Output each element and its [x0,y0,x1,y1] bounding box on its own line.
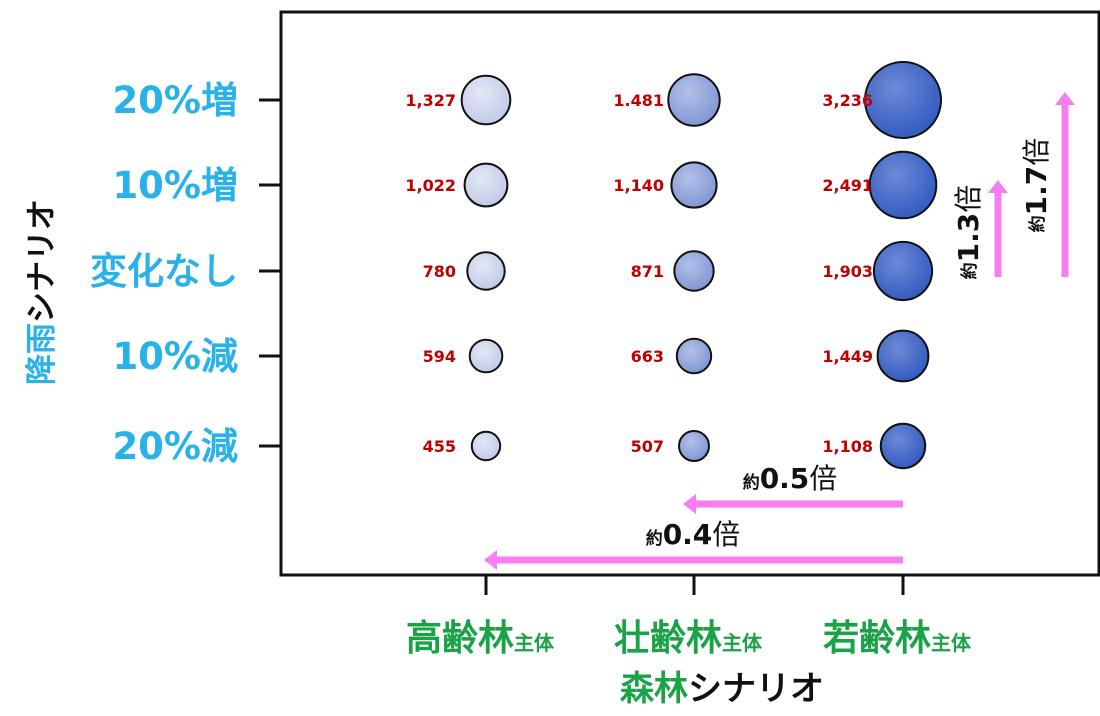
y-tick-label: 10%増 [112,164,238,207]
x-axis-label: 森林シナリオ [620,669,824,709]
data-label: 507 [631,437,664,456]
x-tick-label-suffix: 主体 [931,631,972,655]
y-tick-label: 20%減 [112,425,238,468]
ratio-prefix: 約 [959,262,980,279]
ratio-suffix: 倍 [809,462,837,495]
ratio-arrow-head [988,180,1008,193]
ratio-prefix: 約 [646,528,663,549]
bubble [673,250,715,292]
data-label: 1,903 [822,262,873,281]
ratio-annotation: 約0.5倍 [743,462,838,495]
x-tick-labels: 高齢林主体 壮齢林主体 若齢林主体 [406,618,972,659]
ratio-value: 1.7 [1020,166,1053,216]
bubble [675,337,713,375]
ratio-arrow-head [484,550,497,570]
ratio-annotation: 約1.7倍 [1020,138,1053,233]
y-axis-label-accent: 降雨 [24,323,60,385]
x-tick-label: 高齢林主体 [406,618,555,659]
bubbles [460,61,942,470]
ratio-arrow-head [1055,92,1075,105]
data-labels: 1,327 1,022 780 594 455 1.481 1,140 871 663 507 3,… [405,91,873,456]
x-tick-label-suffix: 主体 [514,631,555,655]
data-label: 663 [631,347,664,366]
x-tick-label-suffix: 主体 [722,631,763,655]
data-label: 1,022 [405,176,456,195]
data-label: 1,327 [405,91,456,110]
ratio-suffix: 倍 [712,518,740,551]
x-axis-label-rest: シナリオ [688,669,824,709]
x-tick-label-main: 壮齢林 [614,618,722,659]
ratio-arrow-head [683,494,696,514]
data-label: 1,108 [822,437,873,456]
ratio-suffix: 倍 [1020,138,1053,166]
data-label: 3,236 [822,91,873,110]
plot-frame [279,10,1100,577]
bubble [466,251,506,291]
ratio-value: 1.3 [952,213,985,263]
ratio-annotation: 約1.3倍 [952,185,985,280]
ratio-suffix: 倍 [952,185,985,213]
data-label: 594 [423,347,456,366]
ratio-value: 0.5 [760,462,810,495]
x-axis-label-accent: 森林 [620,669,688,709]
data-label: 780 [423,262,456,281]
data-label: 2,491 [822,176,873,195]
bubble [468,338,504,374]
data-label: 1.481 [613,91,664,110]
bubble [876,329,930,383]
bubble [872,240,934,302]
y-tick-label: 10%減 [112,335,238,378]
x-tick-label-main: 若齢林 [823,618,931,659]
ratio-value: 0.4 [663,518,713,551]
data-label: 455 [423,437,456,456]
data-label: 871 [631,262,664,281]
bubble [864,61,942,139]
ratio-annotation: 約0.4倍 [646,518,741,551]
y-tick-label: 20%増 [112,79,238,122]
ratio-arrows [484,92,1075,570]
data-label: 1,140 [613,176,664,195]
x-tick-label: 若齢林主体 [823,618,972,659]
x-tick-label: 壮齢林主体 [614,618,763,659]
bubble [463,162,509,208]
y-axis-label-rest: シナリオ [24,199,60,323]
ratio-prefix: 約 [743,472,760,493]
bubble [670,161,718,209]
bubble [868,150,938,220]
bubble [460,74,512,126]
bubble [879,422,927,470]
y-axis-label: 降雨シナリオ [24,199,60,385]
bubble [667,73,721,127]
axis-ticks [259,98,905,595]
data-label: 1,449 [822,347,873,366]
bubble [470,430,502,462]
bubble [678,430,710,462]
ratio-prefix: 約 [1027,215,1048,232]
y-tick-label: 変化なし [90,250,238,293]
x-tick-label-main: 高齢林 [406,618,514,659]
